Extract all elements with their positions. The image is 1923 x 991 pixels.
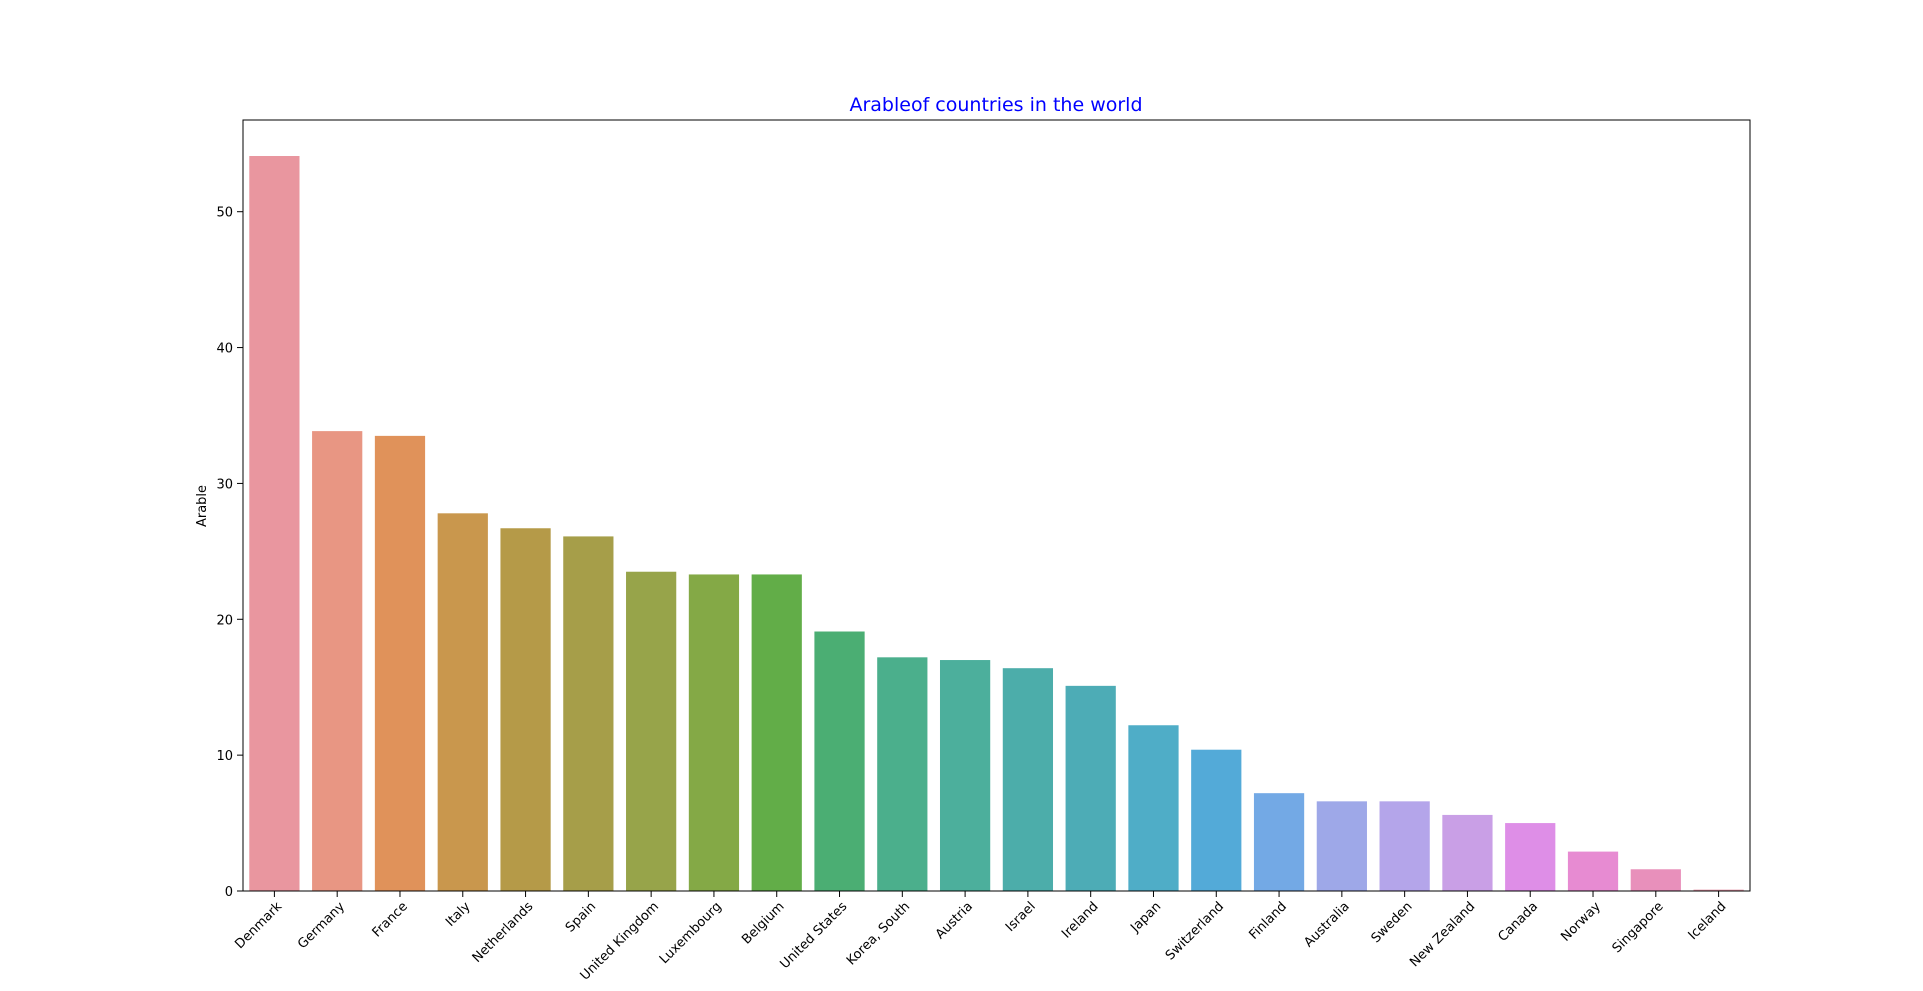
- x-tick-label: Japan: [1127, 899, 1164, 936]
- x-tick-label: Canada: [1495, 899, 1541, 945]
- x-tick-label: Singapore: [1610, 899, 1667, 956]
- y-tick-label: 0: [225, 885, 233, 900]
- x-tick-label: Austria: [933, 899, 976, 942]
- x-tick-label: Spain: [563, 899, 599, 935]
- x-tick-label: Netherlands: [470, 899, 537, 966]
- y-tick-label: 10: [216, 749, 233, 764]
- y-tick-label: 40: [216, 342, 233, 357]
- bar: [249, 156, 300, 892]
- bar: [1002, 668, 1054, 891]
- x-tick-label: Belgium: [739, 899, 787, 947]
- x-tick-label: Switzerland: [1163, 899, 1227, 963]
- bar: [1442, 814, 1493, 891]
- chart-title: Arableof countries in the world: [849, 94, 1142, 116]
- bar: [1693, 889, 1744, 891]
- bar: [563, 536, 614, 891]
- x-tick-label: Italy: [443, 899, 474, 930]
- x-tick-label: Sweden: [1369, 899, 1416, 946]
- bar: [312, 431, 363, 891]
- bar: [1630, 869, 1681, 891]
- y-tick-label: 20: [216, 613, 233, 628]
- bar: [877, 657, 928, 891]
- bar: [1128, 725, 1179, 891]
- y-axis-label: Arable: [195, 485, 210, 527]
- y-tick-label: 50: [216, 206, 233, 221]
- y-tick-label: 30: [216, 477, 233, 492]
- bar: [1191, 749, 1242, 891]
- bar: [500, 528, 551, 891]
- x-tick-label: Luxembourg: [657, 899, 725, 967]
- bar: [374, 435, 426, 891]
- x-tick-label: Australia: [1301, 899, 1352, 950]
- bar: [1065, 685, 1116, 891]
- bar: [1316, 801, 1367, 891]
- x-tick-label: Iceland: [1686, 899, 1730, 943]
- bar: [688, 574, 740, 891]
- x-tick-label: Israel: [1003, 899, 1039, 935]
- x-tick-label: Ireland: [1059, 899, 1101, 941]
- x-tick-label: Denmark: [232, 899, 285, 952]
- x-tick-label: New Zealand: [1407, 899, 1478, 970]
- bar: [1505, 823, 1556, 891]
- bar: [626, 571, 677, 891]
- x-tick-label: France: [370, 899, 411, 940]
- x-tick-label: Korea, South: [844, 899, 913, 968]
- x-tick-label: Finland: [1246, 899, 1289, 942]
- bar: [437, 513, 488, 891]
- bar: [939, 660, 991, 891]
- x-tick-label: Norway: [1558, 899, 1604, 945]
- bar: [1567, 851, 1619, 891]
- bar: [814, 631, 865, 891]
- bar: [751, 574, 802, 891]
- x-tick-label: United States: [777, 899, 850, 972]
- x-tick-label: Germany: [295, 899, 348, 952]
- bar: [1379, 801, 1430, 891]
- bar: [1253, 793, 1305, 891]
- plot-frame: [242, 119, 1751, 892]
